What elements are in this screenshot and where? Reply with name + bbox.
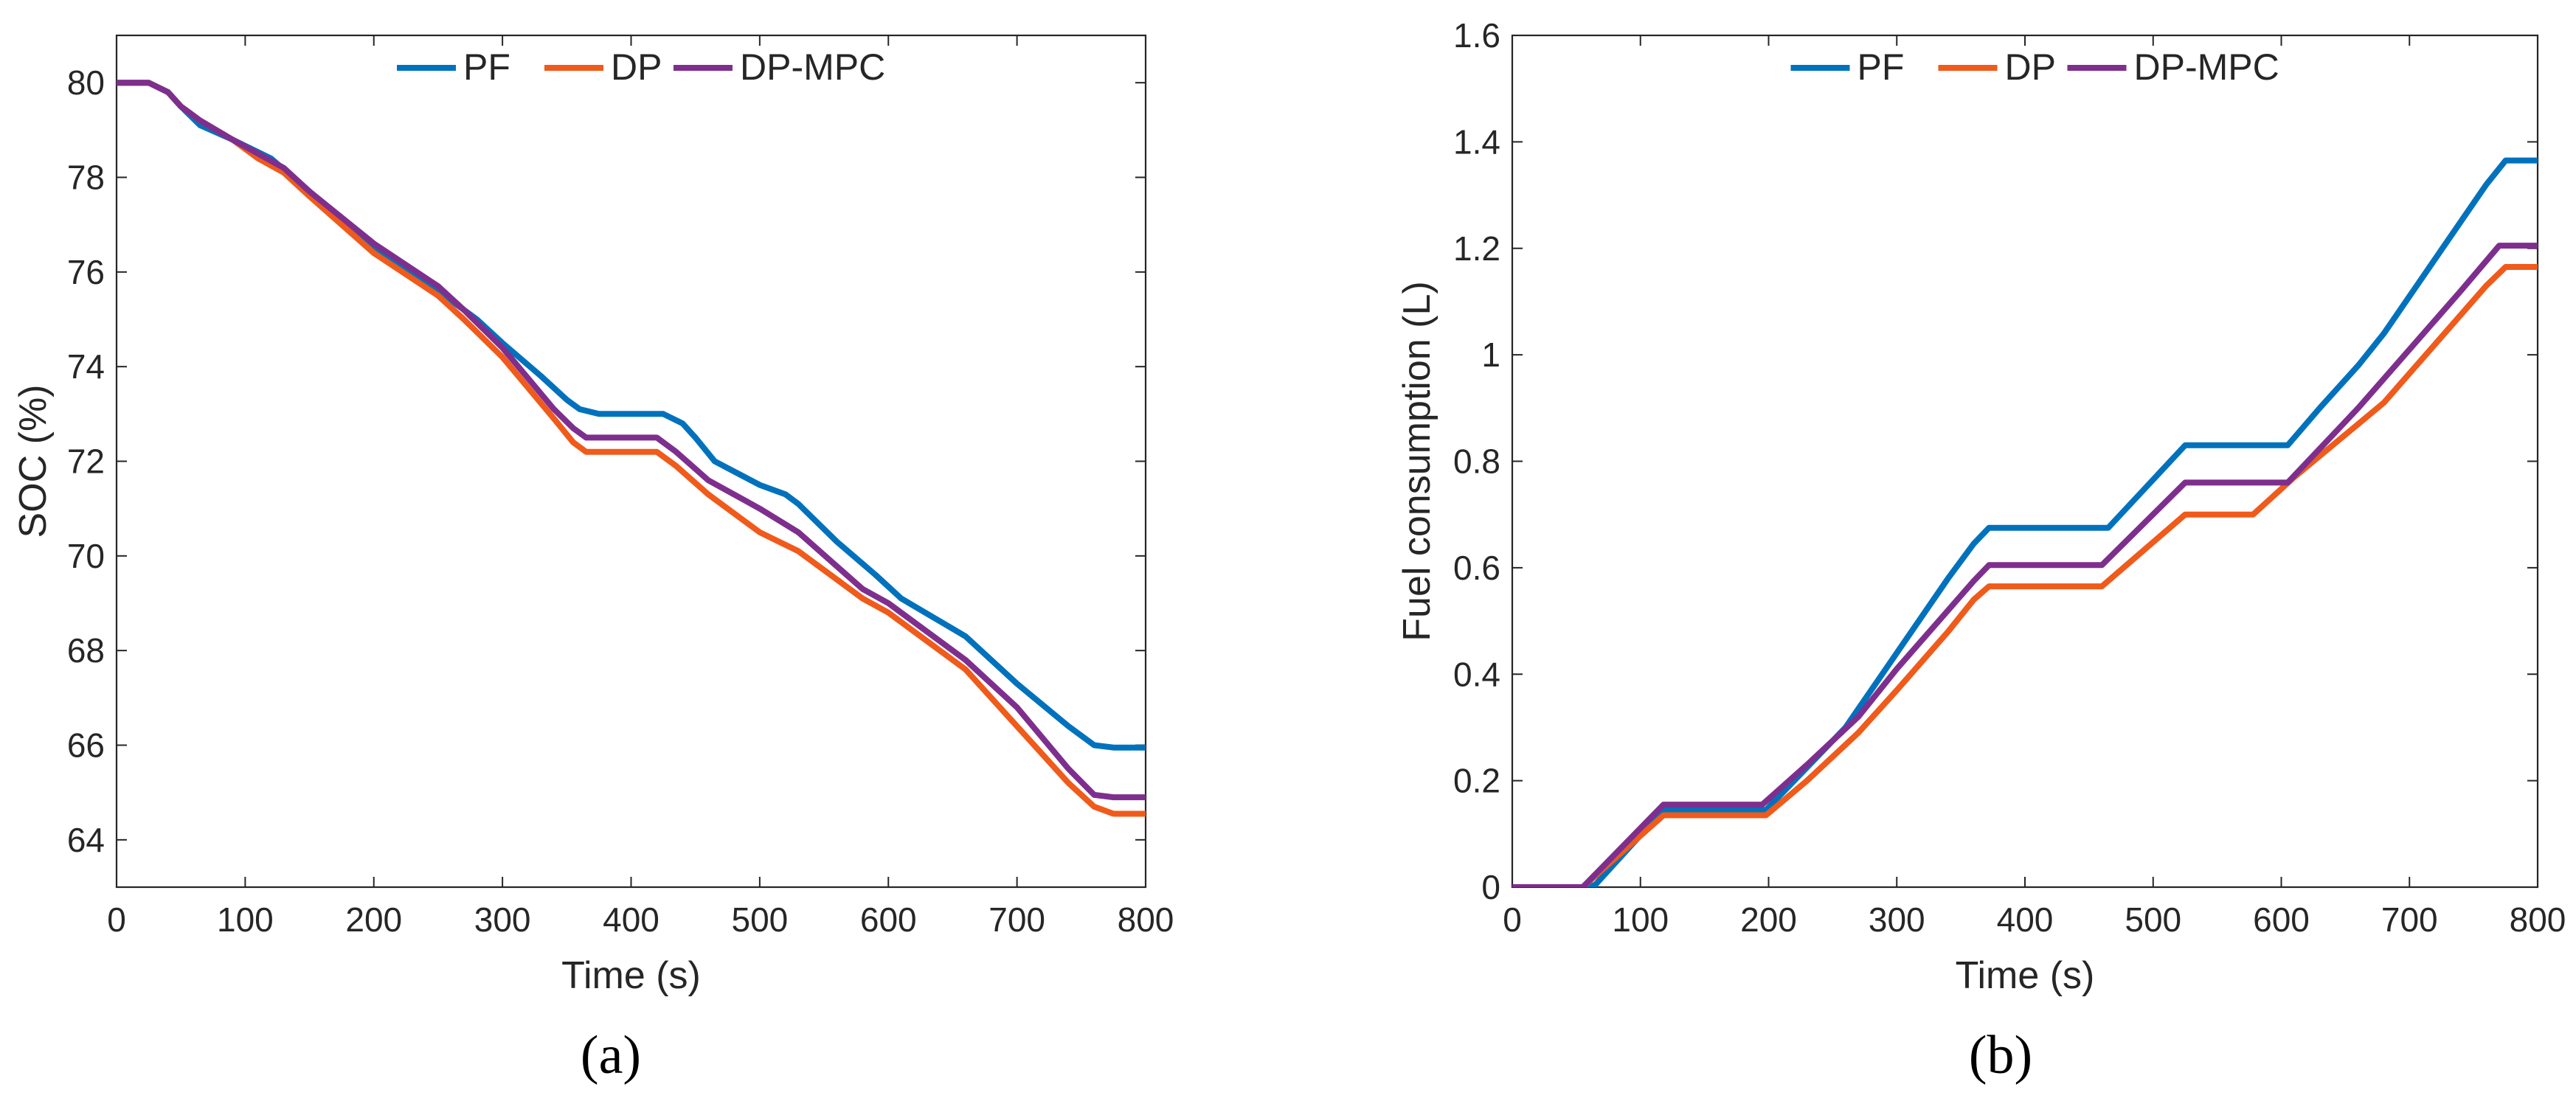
legend-entry-dp: DP <box>611 46 662 88</box>
x-tick-label: 200 <box>345 900 402 939</box>
legend-entry-pf: PF <box>463 46 510 88</box>
x-tick-label: 0 <box>107 900 126 939</box>
x-tick-label: 700 <box>2381 900 2438 939</box>
x-tick-label: 100 <box>1612 900 1669 939</box>
y-tick-label: 0 <box>1481 868 1500 906</box>
x-tick-label: 700 <box>988 900 1045 939</box>
y-tick-label: 1 <box>1481 336 1500 374</box>
panel-label: (a) <box>581 1025 641 1086</box>
x-tick-label: 500 <box>732 900 789 939</box>
y-axis-label: Fuel consumption (L) <box>1396 281 1438 641</box>
y-tick-label: 74 <box>67 347 105 386</box>
x-tick-label: 100 <box>217 900 274 939</box>
y-tick-label: 68 <box>67 631 105 670</box>
series-line-dp-mpc <box>117 80 1146 801</box>
plot-frame <box>1511 34 2539 889</box>
legend-entry-dp-mpc: DP-MPC <box>740 46 885 88</box>
legend-entry-dp-mpc: DP-MPC <box>2134 46 2279 88</box>
y-tick-label: 1.2 <box>1453 229 1500 268</box>
x-tick-label: 600 <box>860 900 917 939</box>
y-tick-label: 1.6 <box>1453 16 1500 55</box>
x-tick-label: 600 <box>2253 900 2310 939</box>
x-tick-label: 0 <box>1503 900 1522 939</box>
series-line-dp-mpc <box>1512 243 2538 887</box>
x-tick-label: 400 <box>1997 900 2054 939</box>
chart-a: 0 100 200 300 400 500 600 700 800 64 66 68 70 72 74 76 7… <box>12 34 1174 997</box>
x-tick-label: 800 <box>1118 900 1174 939</box>
y-tick-label: 70 <box>67 537 105 575</box>
x-tick-label: 500 <box>2125 900 2181 939</box>
series-line-dp <box>1512 264 2538 887</box>
y-axis-label: SOC (%) <box>12 385 55 538</box>
x-tick-label: 300 <box>1869 900 1925 939</box>
x-tick-label: 800 <box>2510 900 2566 939</box>
y-tick-label: 80 <box>67 63 105 102</box>
y-tick-label: 1.4 <box>1453 122 1500 161</box>
x-tick-label: 400 <box>603 900 659 939</box>
x-tick-label: 300 <box>474 900 531 939</box>
chart-b: 0 100 200 300 400 500 600 700 800 0 0.2 0.4 0.6 0.8 1 1… <box>1396 16 2566 997</box>
y-tick-label: 72 <box>67 442 105 481</box>
x-tick-label: 200 <box>1740 900 1797 939</box>
y-tick-label: 0.2 <box>1453 762 1500 800</box>
y-tick-label: 78 <box>67 159 105 197</box>
x-axis-label: Time (s) <box>1956 954 2095 997</box>
panel-label: (b) <box>1969 1025 2032 1086</box>
legend-entry-pf: PF <box>1857 46 1905 88</box>
y-tick-label: 64 <box>67 821 105 859</box>
legend-entry-dp: DP <box>2005 46 2056 88</box>
y-tick-label: 66 <box>67 726 105 765</box>
y-tick-label: 76 <box>67 253 105 291</box>
x-axis-label: Time (s) <box>561 954 701 997</box>
series-line-pf <box>1512 157 2538 887</box>
y-tick-label: 0.4 <box>1453 655 1500 693</box>
y-tick-label: 0.8 <box>1453 442 1500 481</box>
y-tick-label: 0.6 <box>1453 549 1500 587</box>
